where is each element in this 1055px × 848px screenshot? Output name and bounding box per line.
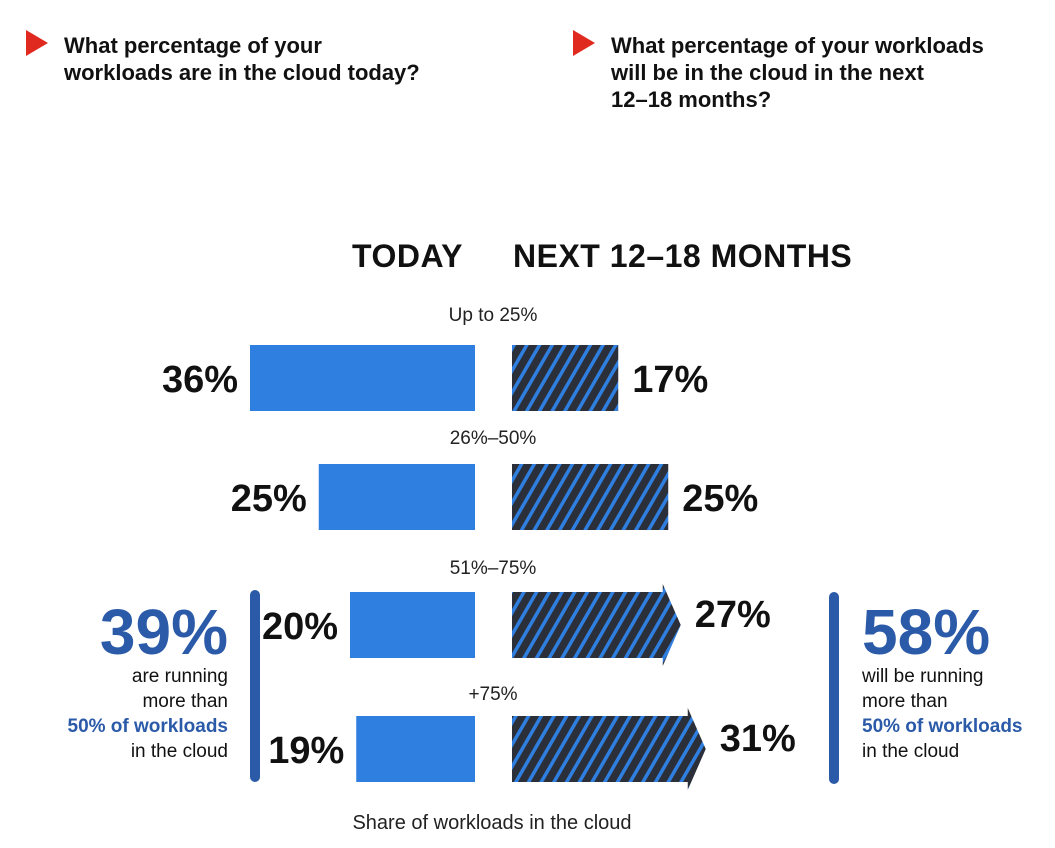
callout-next: 58% will be running more than 50% of wor… [862,600,1052,764]
column-header-next: NEXT 12–18 MONTHS [513,238,853,274]
value-label-next: 17% [632,359,708,401]
question-next-text: What percentage of your workloads will b… [611,33,984,112]
value-label-today: 20% [262,606,338,648]
bar-next [512,464,669,530]
callout-next-highlight: 50% of workloads [862,716,1023,737]
bracket-bar-right [829,592,839,784]
callout-today-text1: are running more than [131,666,228,712]
bar-today [250,345,475,411]
value-label-today: 36% [162,359,238,401]
callout-next-text2: in the cloud [862,741,960,762]
callout-today-value: 39% [99,596,228,668]
value-label-today: 25% [231,478,307,520]
question-today: What percentage of your workloads are in… [26,30,504,86]
callout-next-text1: will be running more than [862,666,984,712]
triangle-marker-icon [26,30,48,56]
category-label: Up to 25% [449,305,538,326]
x-axis-label: Share of workloads in the cloud [352,812,632,834]
category-label: 51%–75% [450,558,537,579]
callout-next-value: 58% [862,596,991,668]
value-label-next: 31% [720,718,796,760]
bar-today [350,592,475,658]
bar-today [318,464,475,530]
callout-today-text2: in the cloud [130,741,228,762]
value-label-today: 19% [268,730,344,772]
callout-today-highlight: 50% of workloads [67,716,229,737]
question-today-text: What percentage of your workloads are in… [64,33,420,85]
callout-today: 39% are running more than 50% of workloa… [30,596,229,764]
bar-next [512,345,619,411]
value-label-next: 27% [695,594,771,636]
question-next: What percentage of your workloads will b… [573,30,1051,113]
triangle-marker-icon [573,30,595,56]
bracket-bar-left [250,590,260,782]
value-label-next: 25% [682,478,758,520]
category-label: 26%–50% [450,428,537,449]
category-label: +75% [468,684,517,705]
bar-today [356,716,475,782]
bar-next-arrow [512,584,681,666]
bar-next-arrow [512,708,706,790]
column-header-today: TODAY [352,238,463,274]
